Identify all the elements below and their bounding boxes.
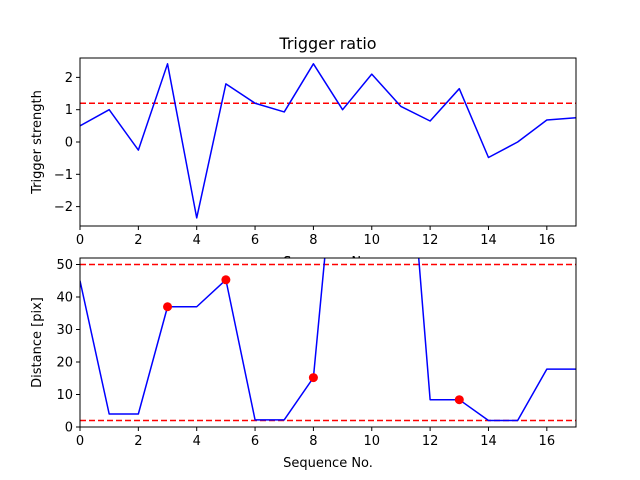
- x-axis-label: Sequence No.: [283, 456, 373, 471]
- y-tick-label: −2: [54, 200, 73, 215]
- x-tick-label: 14: [480, 434, 497, 449]
- x-tick-label: 8: [309, 233, 317, 248]
- x-tick-label: 0: [76, 233, 84, 248]
- y-tick-label: 30: [56, 323, 73, 338]
- y-tick-label: 10: [56, 388, 73, 403]
- y-tick-label: 2: [65, 71, 73, 86]
- x-tick-label: 10: [363, 233, 380, 248]
- x-tick-label: 8: [309, 434, 317, 449]
- data-point-marker: [163, 302, 173, 312]
- series-line: [80, 63, 576, 219]
- x-tick-label: 4: [193, 233, 201, 248]
- x-tick-label: 10: [363, 434, 380, 449]
- x-tick-label: 16: [539, 434, 556, 449]
- y-axis-label: Distance [pix]: [30, 297, 45, 388]
- axes-frame: [79, 257, 577, 428]
- data-point-marker: [308, 373, 318, 383]
- trigger-ratio-plot: Trigger ratio Trigger strength Sequence …: [30, 34, 577, 270]
- x-tick-label: 0: [76, 434, 84, 449]
- data-layer: [80, 63, 576, 219]
- chart-title: Trigger ratio: [278, 34, 376, 53]
- x-tick-label: 14: [480, 233, 497, 248]
- data-point-marker: [221, 275, 231, 285]
- y-tick-label: 50: [56, 258, 73, 273]
- y-tick-label: 0: [65, 136, 73, 151]
- y-tick-label: 20: [56, 356, 73, 371]
- x-tick-label: 12: [422, 434, 439, 449]
- x-tick-label: 16: [539, 233, 556, 248]
- x-tick-label: 2: [134, 233, 142, 248]
- series-line: [80, 258, 576, 422]
- x-tick-label: 6: [251, 233, 259, 248]
- x-tick-label: 2: [134, 434, 142, 449]
- x-tick-label: 12: [422, 233, 439, 248]
- y-tick-label: 1: [65, 103, 73, 118]
- x-tick-label: 4: [193, 434, 201, 449]
- plot-area: [80, 58, 576, 226]
- plot-area: [80, 258, 576, 427]
- y-tick-label: −1: [54, 168, 73, 183]
- distance-plot: Distance [pix] Sequence No. 0 2 4 6 8 10 12 14 1…: [30, 257, 577, 471]
- y-tick-label: 0: [65, 421, 73, 436]
- x-tick-label: 6: [251, 434, 259, 449]
- y-axis-label: Trigger strength: [30, 90, 45, 195]
- y-tick-label: 40: [56, 291, 73, 306]
- data-layer: [80, 258, 576, 422]
- data-point-marker: [454, 395, 464, 405]
